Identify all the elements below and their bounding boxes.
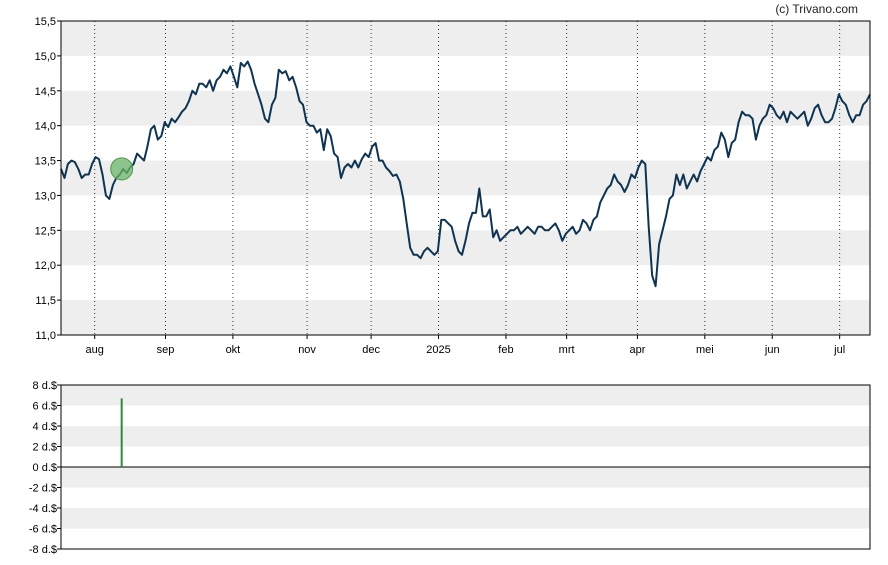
price-y-tick-label: 11,0 [35,330,56,342]
dividend-y-tick-label: 6 d.$ [33,401,57,413]
price-bands [61,21,870,335]
price-y-tick-label: 15,0 [35,51,56,63]
price-x-tick-label: dec [362,344,380,356]
price-x-axis: aug sep okt nov dec 2025 feb mrt apr mei jun jul [86,335,845,356]
dividend-y-tick-label: -4 d.$ [29,503,57,515]
price-y-tick-label: 13,5 [35,156,56,168]
price-x-tick-label: jul [833,344,845,356]
dividend-band [61,426,870,447]
price-x-tick-label: nov [298,344,316,356]
price-y-tick-label: 15,5 [35,16,56,28]
price-x-tick-label: apr [629,344,645,356]
dividend-y-axis: 8 d.$ 6 d.$ 4 d.$ 2 d.$ 0 d.$ -2 d.$ -4 d.$ -6 … [29,380,61,556]
dividend-y-tick-label: -8 d.$ [29,544,57,556]
price-line [60,60,871,288]
price-band [61,21,870,56]
price-y-tick-label: 14,5 [35,86,56,98]
price-y-tick-label: 12,5 [35,225,56,237]
price-x-tick-label: feb [498,344,513,356]
dividend-y-tick-label: 4 d.$ [33,421,57,433]
price-y-tick-label: 14,0 [35,121,56,133]
dividend-band [61,467,870,488]
price-x-tick-label: aug [86,344,104,356]
dividend-y-tick-label: 0 d.$ [33,462,57,474]
price-x-tick-label: sep [157,344,175,356]
price-y-axis: 11,0 11,5 12,0 12,5 13,0 13,5 14,0 14,5 15,0 15,5 [35,16,61,342]
dividend-bands [61,385,870,529]
dividend-band [61,385,870,406]
price-y-tick-label: 13,0 [35,190,56,202]
dividend-y-tick-label: -2 d.$ [29,483,57,495]
price-x-tick-label: jun [764,344,780,356]
price-x-tick-label: 2025 [426,344,450,356]
price-x-tick-label: okt [226,344,241,356]
price-band [61,90,870,126]
dividend-band [61,508,870,529]
dividend-marker [110,157,134,181]
dividend-y-tick-label: 2 d.$ [33,442,57,454]
price-plot-frame [60,20,871,336]
price-band [61,300,870,335]
price-band [61,230,870,266]
price-marker-layer [110,157,134,181]
price-y-tick-label: 11,5 [35,295,56,307]
price-band [61,160,870,196]
price-series [60,60,871,288]
price-y-tick-label: 12,0 [35,260,56,272]
price-x-tick-label: mrt [559,344,575,356]
dividend-y-tick-label: -6 d.$ [29,524,57,536]
dividend-y-tick-label: 8 d.$ [33,380,57,392]
copyright-label: (c) Trivano.com [775,2,858,16]
price-x-tick-label: mei [696,344,714,356]
